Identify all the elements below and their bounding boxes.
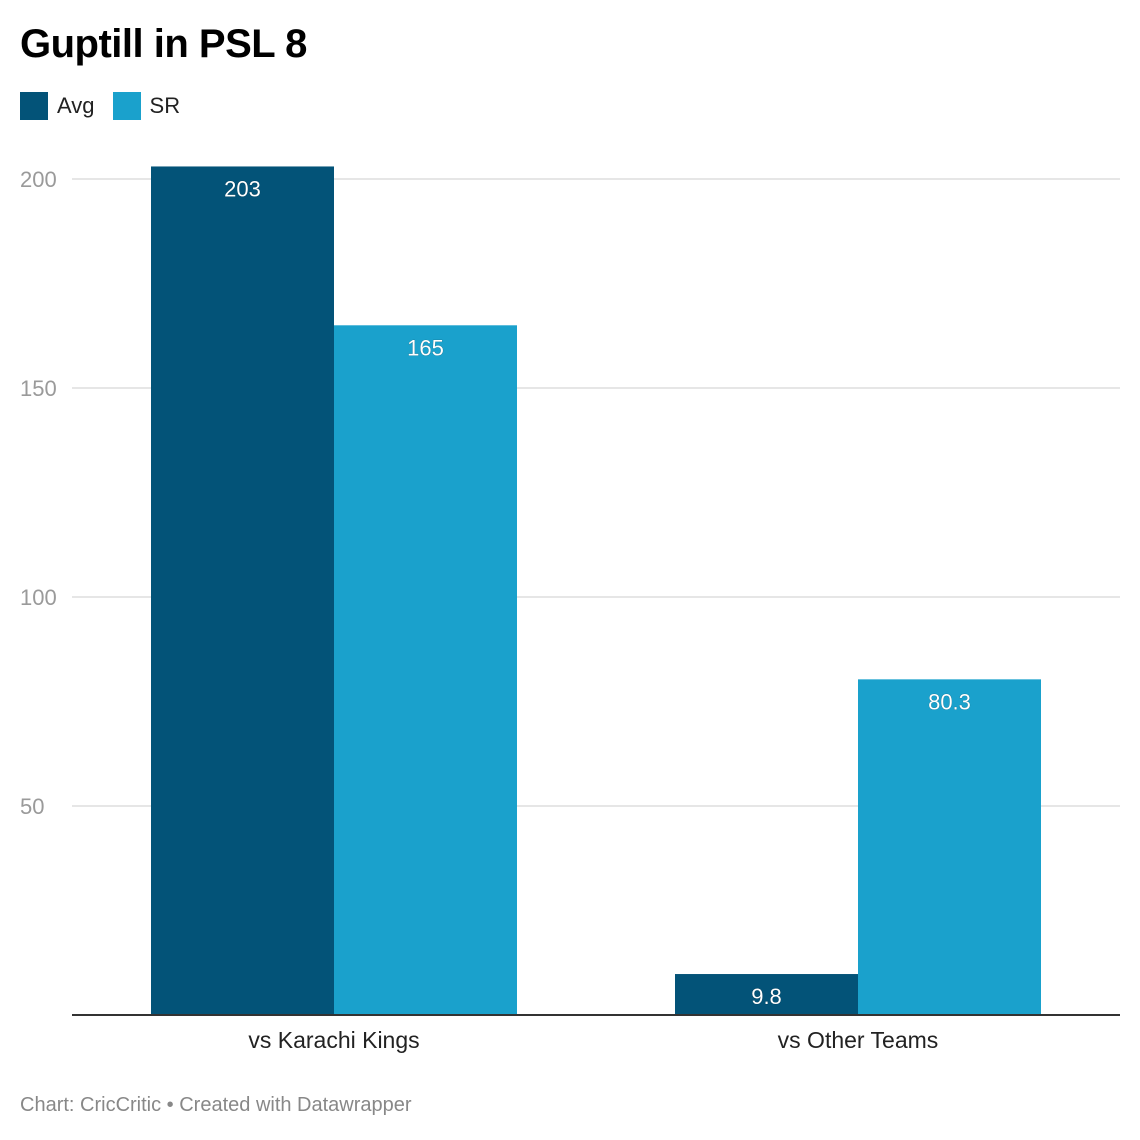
x-tick-label-1: vs Other Teams	[778, 1027, 939, 1053]
legend-swatch-sr	[112, 92, 141, 120]
bar-sr-0	[334, 325, 517, 1015]
data-label-avg-0: 203	[224, 176, 261, 201]
legend: Avg SR	[20, 92, 198, 120]
legend-swatch-avg	[20, 92, 48, 120]
legend-label-avg: Avg	[57, 93, 95, 118]
bar-avg-1	[675, 974, 858, 1015]
legend-item-sr: SR	[112, 92, 181, 120]
bar-sr-1	[858, 679, 1041, 1015]
data-label-avg-1: 9.8	[751, 984, 782, 1009]
legend-item-avg: Avg	[20, 92, 95, 120]
legend-label-sr: SR	[149, 93, 181, 118]
y-tick-label-200: 200	[20, 167, 57, 192]
x-tick-label-0: vs Karachi Kings	[248, 1027, 419, 1053]
chart-title: Guptill in PSL 8	[20, 22, 307, 66]
footer-credit: Chart: CricCritic • Created with Datawra…	[20, 1094, 412, 1116]
y-tick-label-100: 100	[20, 585, 57, 610]
bar-chart: 50 100 150 200 203 165 vs Karachi Kings 9.8 80.3…	[20, 166, 1120, 1053]
data-label-sr-1: 80.3	[928, 689, 971, 714]
data-label-sr-0: 165	[407, 335, 444, 360]
y-tick-label-150: 150	[20, 376, 57, 401]
bar-avg-0	[151, 166, 334, 1015]
y-tick-label-50: 50	[20, 794, 44, 819]
